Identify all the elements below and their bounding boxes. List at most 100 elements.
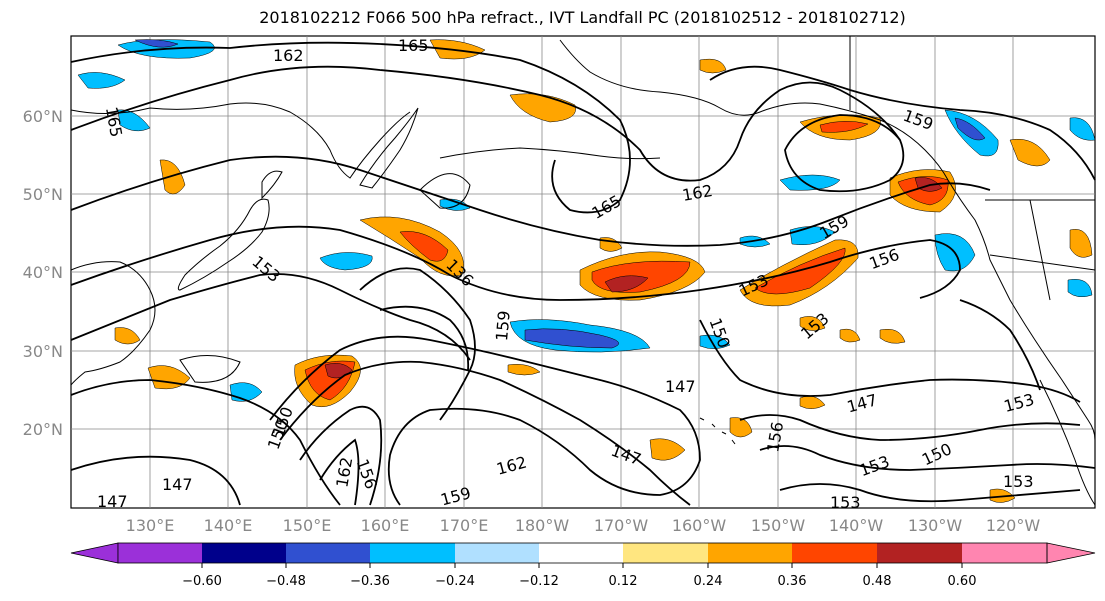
negative-anomaly bbox=[789, 226, 836, 245]
colorbar-tick-label: −0.24 bbox=[435, 574, 475, 589]
thin-contour bbox=[419, 173, 471, 209]
contour-east-2 bbox=[739, 414, 1081, 441]
negative-anomaly bbox=[954, 117, 986, 141]
colorbar: −0.60 −0.48 −0.36 −0.24 −0.12 0.12 0.24 … bbox=[70, 542, 1096, 589]
lon-label: 160°E bbox=[361, 516, 410, 535]
positive-anomaly bbox=[839, 328, 861, 343]
negative-anomaly bbox=[319, 252, 373, 271]
lon-label: 130°W bbox=[908, 516, 963, 535]
colorbar-segment bbox=[539, 543, 623, 563]
asia-coast bbox=[70, 102, 411, 179]
lon-label: 170°E bbox=[440, 516, 489, 535]
negative-anomaly bbox=[699, 334, 731, 349]
contour-loop bbox=[269, 335, 701, 506]
colorbar-segment bbox=[286, 543, 370, 563]
colorbar-segment bbox=[792, 543, 877, 563]
negative-anomaly bbox=[77, 72, 126, 89]
contour-east bbox=[699, 319, 1081, 403]
shaded-anomalies bbox=[77, 39, 1096, 503]
lat-labels: 60°N 50°N 40°N 30°N 20°N bbox=[23, 107, 63, 439]
borders bbox=[849, 36, 1096, 301]
negative-anomaly bbox=[134, 39, 179, 48]
colorbar-ticks bbox=[201, 563, 963, 568]
contour-east-4 bbox=[779, 483, 1081, 503]
positive-anomaly bbox=[729, 417, 753, 438]
aleutians bbox=[439, 147, 661, 160]
contour-label: 159 bbox=[492, 310, 514, 342]
colorbar-tick-label: 0.36 bbox=[778, 574, 807, 589]
negative-anomaly bbox=[779, 174, 841, 191]
positive-anomaly bbox=[1009, 138, 1051, 167]
lon-label: 150°E bbox=[283, 516, 332, 535]
contour-loop-2 bbox=[279, 360, 691, 506]
positive-anomaly bbox=[879, 329, 906, 344]
colorbar-segment bbox=[623, 543, 708, 563]
hawaii bbox=[699, 417, 736, 445]
contour-159 bbox=[70, 155, 991, 247]
contour-165 bbox=[70, 41, 631, 214]
contour-label: 147 bbox=[97, 492, 128, 511]
contour-147 bbox=[70, 455, 241, 506]
lat-label: 40°N bbox=[23, 263, 63, 282]
mexico bbox=[1039, 379, 1096, 506]
contour-label: 153 bbox=[1003, 472, 1034, 491]
lat-label: 30°N bbox=[23, 342, 63, 361]
positive-anomaly bbox=[699, 58, 727, 74]
contour-se bbox=[959, 299, 1041, 391]
contour-label: 147 bbox=[665, 377, 696, 396]
coastlines bbox=[70, 36, 1096, 506]
map-title: 2018102212 F066 500 hPa refract., IVT La… bbox=[259, 8, 906, 27]
height-contours bbox=[70, 41, 1096, 506]
lon-label: 160°W bbox=[672, 516, 727, 535]
alaska-coast bbox=[559, 39, 949, 181]
colorbar-min-arrow bbox=[70, 542, 119, 564]
colorbar-segment bbox=[118, 543, 202, 563]
positive-anomaly bbox=[399, 231, 449, 262]
negative-anomaly bbox=[117, 109, 151, 132]
colorbar-tick-label: −0.60 bbox=[182, 574, 222, 589]
colorbar-segment bbox=[455, 543, 539, 563]
contour-gulf bbox=[784, 114, 905, 193]
negative-anomaly bbox=[1067, 279, 1093, 298]
thin-contour bbox=[179, 355, 241, 383]
contour-156 bbox=[70, 225, 961, 301]
contour-162 bbox=[70, 65, 901, 182]
colorbar-frame bbox=[117, 542, 1048, 564]
thin-contours bbox=[179, 173, 471, 383]
contour-150 bbox=[70, 379, 341, 506]
japan bbox=[261, 170, 283, 200]
contour-loop-3 bbox=[299, 405, 383, 506]
contour-east-3 bbox=[759, 445, 1096, 471]
colorbar-max-arrow bbox=[1046, 542, 1096, 564]
lat-label: 60°N bbox=[23, 107, 63, 126]
colorbar-tick-label: 0.60 bbox=[948, 574, 977, 589]
lon-label: 170°W bbox=[594, 516, 649, 535]
contour-label: 162 bbox=[273, 46, 304, 65]
lon-label: 150°W bbox=[751, 516, 806, 535]
lat-label: 20°N bbox=[23, 420, 63, 439]
positive-anomaly bbox=[507, 364, 541, 376]
colorbar-tick-label: 0.48 bbox=[863, 574, 892, 589]
colorbar-tick-label: 0.12 bbox=[609, 574, 638, 589]
colorbar-tick-label: −0.36 bbox=[350, 574, 390, 589]
contour-label: 147 bbox=[162, 475, 193, 494]
asia-coast bbox=[70, 261, 156, 386]
lon-label: 120°W bbox=[986, 516, 1041, 535]
positive-anomaly bbox=[1069, 229, 1093, 258]
positive-anomaly bbox=[114, 327, 141, 345]
contour-label: 165 bbox=[398, 36, 429, 55]
colorbar-tick-label: 0.24 bbox=[694, 574, 723, 589]
north-america-coast bbox=[947, 179, 1096, 441]
contour-center bbox=[359, 267, 476, 421]
colorbar-segment bbox=[962, 543, 1047, 563]
negative-anomaly bbox=[524, 328, 619, 349]
lon-label: 140°W bbox=[829, 516, 884, 535]
contour-label: 153 bbox=[830, 493, 861, 512]
positive-anomaly bbox=[799, 316, 826, 331]
kamchatka bbox=[359, 107, 419, 189]
colorbar-segment bbox=[370, 543, 455, 563]
colorbar-segment bbox=[202, 543, 286, 563]
negative-anomaly bbox=[1069, 117, 1096, 141]
colorbar-tick-label: −0.48 bbox=[266, 574, 306, 589]
